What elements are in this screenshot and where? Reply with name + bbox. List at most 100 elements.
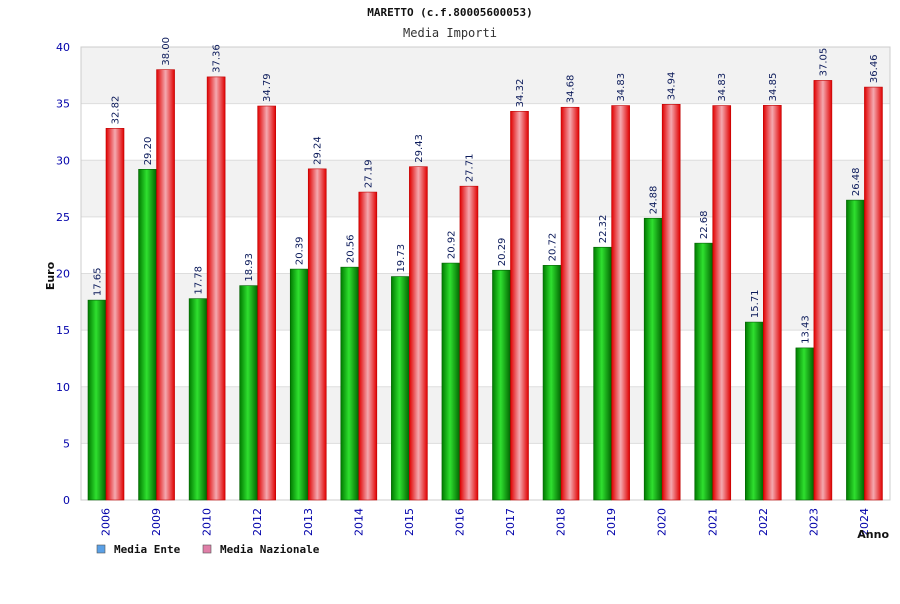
x-tick-label: 2024: [858, 508, 871, 536]
data-label: 20.56: [345, 235, 356, 264]
data-label: 37.36: [212, 44, 223, 73]
bar-media-ente-2022: [745, 321, 764, 501]
bar-media-nazionale-2023: [813, 80, 833, 501]
y-tick-label: 35: [56, 98, 70, 111]
bar-media-ente-2017: [492, 269, 511, 501]
x-tick-label: 2015: [403, 508, 416, 536]
bar-media-nazionale-2024: [864, 86, 883, 501]
data-label: 27.71: [464, 154, 475, 183]
data-label: 34.94: [667, 72, 678, 101]
data-label: 18.93: [244, 253, 255, 282]
bar-media-ente-2024: [846, 199, 865, 501]
data-label: 24.88: [649, 186, 660, 215]
bar-media-ente-2018: [542, 265, 562, 501]
bar-media-ente-2006: [87, 299, 107, 501]
y-tick-label: 20: [56, 268, 70, 281]
bar-media-ente-2020: [643, 217, 663, 501]
bar-media-ente-2012: [239, 285, 258, 501]
bar-media-nazionale-2013: [307, 168, 327, 501]
x-tick-label: 2009: [150, 508, 163, 536]
y-tick-label: 10: [56, 381, 70, 394]
x-axis-ticks: 2006 2009 2010 2012 2013 2014 2015 2016 2017 2018…: [100, 508, 871, 536]
bar-media-ente-2009: [138, 169, 157, 501]
bar-media-ente-2016: [441, 262, 461, 501]
y-axis-ticks: 0 5 10 15 20 25 30 35 40: [56, 41, 70, 507]
data-label: 27.19: [363, 159, 374, 188]
x-tick-label: 2006: [100, 508, 113, 536]
x-tick-label: 2012: [251, 508, 264, 536]
y-tick-label: 30: [56, 154, 70, 167]
y-axis-label: Euro: [44, 261, 57, 290]
legend-swatch-media-nazionale: [202, 544, 212, 554]
bar-media-nazionale-2020: [661, 104, 681, 501]
bar-media-nazionale-2010: [206, 76, 226, 501]
legend-swatch-media-ente: [96, 544, 106, 554]
bar-media-nazionale-2016: [459, 185, 479, 501]
data-label: 17.65: [93, 267, 104, 296]
data-label: 29.20: [143, 137, 154, 166]
x-tick-label: 2016: [453, 508, 466, 536]
x-tick-label: 2019: [605, 508, 618, 536]
data-label: 13.43: [800, 315, 811, 344]
data-label: 20.92: [446, 230, 457, 259]
bar-media-ente-2013: [289, 268, 309, 501]
y-tick-label: 15: [56, 324, 70, 337]
x-tick-label: 2022: [757, 508, 770, 536]
data-label: 34.68: [566, 75, 577, 104]
data-label: 36.46: [869, 54, 880, 83]
plot-area-border: [80, 46, 891, 501]
bar-media-nazionale-2022: [763, 105, 782, 501]
data-label: 17.78: [194, 266, 205, 295]
data-label: 38.00: [161, 37, 172, 66]
x-axis-label: Anno: [857, 528, 889, 541]
data-label: 22.68: [699, 211, 710, 240]
data-label: 20.39: [295, 236, 306, 265]
legend: Media Ente Media Nazionale: [96, 543, 320, 556]
bar-media-nazionale-2014: [358, 191, 378, 501]
bar-media-ente-2019: [593, 246, 612, 501]
x-tick-label: 2021: [706, 508, 719, 536]
data-label: 29.24: [313, 136, 324, 165]
y-tick-label: 5: [63, 437, 70, 450]
data-label: 26.48: [851, 167, 862, 196]
data-label: 34.79: [262, 73, 273, 102]
data-label: 32.82: [111, 96, 122, 125]
bar-media-ente-2015: [391, 276, 410, 501]
y-tick-label: 0: [63, 494, 70, 507]
data-label: 20.29: [497, 238, 508, 267]
bar-media-nazionale-2017: [510, 111, 529, 501]
legend-label-media-ente: Media Ente: [114, 543, 181, 556]
x-tick-label: 2010: [201, 508, 214, 536]
data-label: 20.72: [548, 233, 559, 262]
bar-media-nazionale-2006: [105, 128, 125, 501]
data-labels: 17.65 32.82 29.20 38.00 17.78 37.36 18.93 34.79…: [93, 37, 880, 344]
data-label: 22.32: [598, 215, 609, 244]
bar-media-ente-2023: [795, 347, 815, 501]
bar-media-nazionale-2012: [257, 105, 276, 501]
x-tick-label: 2017: [504, 508, 517, 536]
x-tick-label: 2014: [352, 508, 365, 536]
data-label: 34.83: [616, 73, 627, 102]
chart-title: MARETTO (c.f.80005600053): [367, 6, 533, 19]
bar-media-ente-2021: [694, 242, 714, 501]
legend-label-media-nazionale: Media Nazionale: [220, 543, 320, 556]
y-tick-label: 25: [56, 211, 70, 224]
y-tick-label: 40: [56, 41, 70, 54]
data-label: 34.85: [768, 73, 779, 102]
data-label: 37.05: [818, 48, 829, 77]
bars: [87, 69, 883, 501]
bar-media-nazionale-2021: [712, 105, 732, 501]
bar-media-nazionale-2018: [560, 106, 580, 501]
bar-media-ente-2010: [188, 298, 208, 501]
data-label: 15.71: [750, 289, 761, 318]
bar-media-nazionale-2019: [611, 105, 630, 501]
bar-media-nazionale-2015: [409, 166, 428, 501]
x-tick-label: 2023: [807, 508, 820, 536]
x-tick-label: 2013: [302, 508, 315, 536]
data-label: 29.43: [414, 134, 425, 163]
bar-media-ente-2014: [340, 266, 360, 501]
data-label: 19.73: [396, 244, 407, 273]
bar-media-nazionale-2009: [156, 69, 175, 501]
